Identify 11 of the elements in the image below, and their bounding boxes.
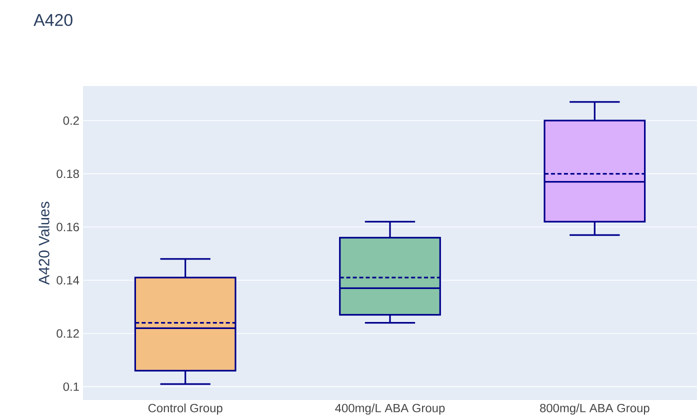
x-tick-label: 400mg/L ABA Group [335, 404, 445, 415]
y-tick-label: 0.1 [63, 382, 79, 391]
y-tick-label: 0.14 [56, 276, 80, 284]
x-tick-label: 800mg/L ABA Group [540, 404, 650, 415]
y-tick-label: 0.2 [63, 116, 79, 125]
y-axis-title: A420 Values [38, 202, 50, 285]
x-tick-label: Control Group [148, 404, 222, 415]
chart-title: A420 [34, 14, 72, 26]
y-tick-label: 0.12 [56, 329, 79, 338]
y-tick-label: 0.16 [56, 222, 79, 232]
y-tick-label: 0.18 [56, 170, 79, 178]
